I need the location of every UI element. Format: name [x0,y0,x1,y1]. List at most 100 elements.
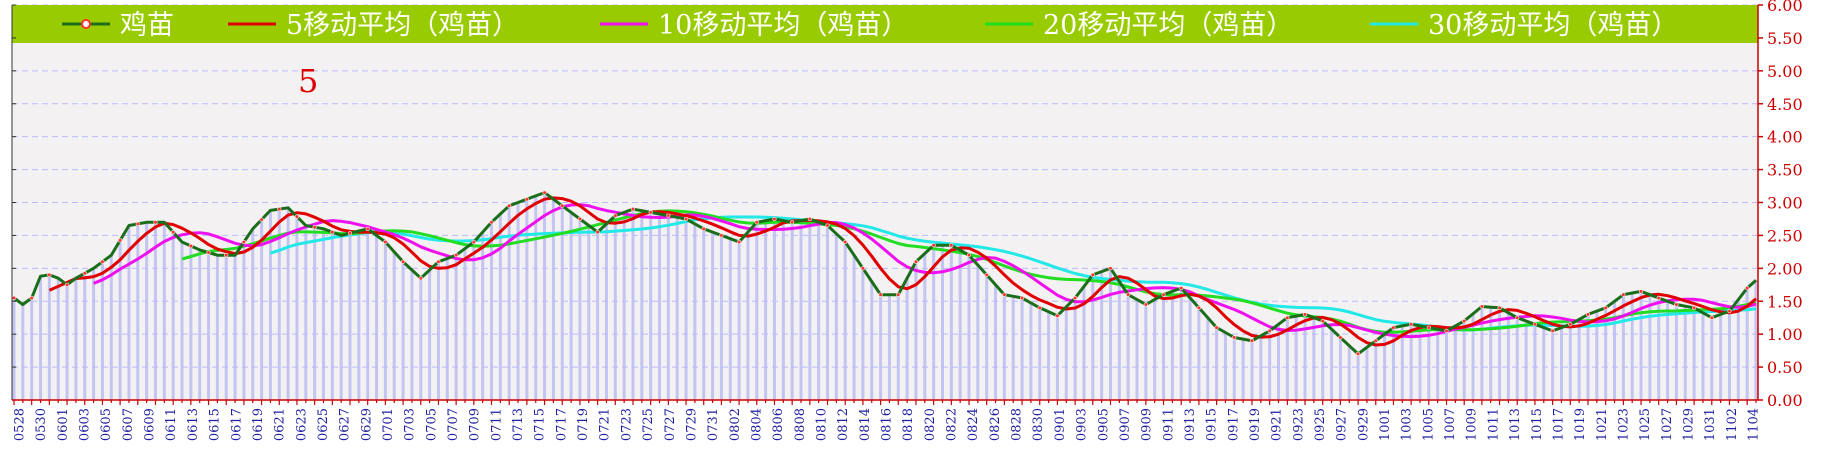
data-point [507,203,512,208]
data-point [400,259,406,264]
x-tick-label: 0601 [56,408,71,441]
data-point [312,225,317,230]
x-tick-label: 0715 [533,408,548,441]
data-point [1585,312,1591,317]
data-point [1090,272,1095,278]
data-point [630,206,636,212]
data-point [1267,328,1272,333]
x-tick-label: 0623 [294,408,309,441]
data-point [825,223,830,228]
y-tick-label: 3.00 [1767,194,1803,213]
data-point [64,282,70,287]
data-point [1126,292,1131,297]
x-tick-label: 0729 [684,408,699,441]
y-tick-label: 3.50 [1767,161,1803,180]
data-point [1249,338,1255,343]
legend-label: 30移动平均（鸡苗） [1428,10,1678,41]
legend-label: 10移动平均（鸡苗） [658,10,908,41]
data-point [949,243,954,248]
x-tick-label: 0925 [1313,408,1328,441]
x-tick-label: 0909 [1140,408,1155,441]
data-point [701,226,706,231]
x-tick-label: 0613 [186,408,201,441]
x-tick-label: 1017 [1551,408,1566,441]
data-point [1656,295,1661,301]
data-point [542,190,547,195]
markers-layer [11,190,1750,357]
legend: 鸡苗 5移动平均（鸡苗） 10移动平均（鸡苗） 20移动平均（鸡苗） 30移动平均（鸡苗… [62,10,1678,41]
x-tick-label: 0723 [619,408,634,441]
data-point [1302,312,1308,317]
legend-label: 20移动平均（鸡苗） [1043,10,1293,41]
y-tick-label: 5.50 [1767,29,1803,48]
data-point [878,292,883,297]
data-point [966,253,972,258]
x-tick-label: 1027 [1660,408,1675,441]
data-point [171,230,176,235]
data-point [1002,292,1007,297]
x-axis: 0528 0530 0601 0603 0605 0607 0609 0611 0613 0615… [12,399,1762,441]
data-point [595,230,600,235]
data-point [330,230,335,235]
data-point [1444,328,1449,333]
x-tick-label: 0625 [316,408,331,441]
data-point [807,216,812,222]
x-tick-label: 1009 [1465,408,1480,441]
legend-bar [12,5,1758,43]
y-tick-label: 6.00 [1767,0,1803,15]
x-tick-label: 0917 [1226,408,1241,441]
x-tick-label: 0701 [381,408,396,441]
x-tick-label: 0727 [663,408,678,441]
data-point [984,272,989,278]
x-tick-label: 0731 [706,408,721,441]
data-point [648,210,653,215]
y-tick-label: 1.00 [1767,325,1803,344]
y-tick-label: 0.50 [1767,358,1803,377]
data-point [1532,322,1538,327]
data-point [1373,338,1378,343]
data-point [1196,305,1202,310]
x-tick-label: 0915 [1205,408,1220,441]
x-tick-label: 0609 [143,408,158,441]
data-point [82,271,87,276]
data-point [224,253,229,258]
x-tick-label: 1005 [1421,408,1436,441]
x-tick-label: 1007 [1443,408,1458,441]
data-point [1055,313,1060,318]
x-tick-label: 0814 [858,408,873,441]
data-point [1603,305,1608,310]
data-point [1108,266,1113,271]
data-point [11,295,17,301]
legend-item: 10移动平均（鸡苗） [600,10,908,41]
x-tick-label: 0528 [13,408,28,441]
data-point [577,216,583,222]
data-point [1621,292,1626,297]
data-point [1638,289,1644,294]
x-tick-label: 0629 [359,408,374,441]
x-tick-label: 0808 [793,408,808,441]
x-tick-label: 0711 [489,408,504,441]
x-tick-label: 1031 [1703,408,1718,441]
x-tick-label: 0913 [1183,408,1198,441]
data-point [1709,315,1714,320]
y-tick-label: 5.00 [1767,62,1803,81]
data-point [277,206,282,212]
data-point [683,216,689,222]
data-point [1692,305,1697,310]
x-tick-label: 0929 [1356,408,1371,441]
y-tick-label: 2.50 [1767,226,1803,245]
x-tick-label: 0721 [598,408,613,441]
data-point [1214,325,1219,330]
data-point [1179,285,1184,291]
x-tick-label: 1102 [1725,408,1740,441]
legend-label: 5移动平均（鸡苗） [286,10,519,41]
data-point [241,239,247,245]
y-tick-label: 0.00 [1767,391,1803,410]
x-tick-label: 0919 [1248,408,1263,441]
data-point [454,253,459,258]
data-point [896,292,901,297]
legend-item: 20移动平均（鸡苗） [985,10,1293,41]
data-point [29,295,34,301]
data-point [489,220,494,225]
